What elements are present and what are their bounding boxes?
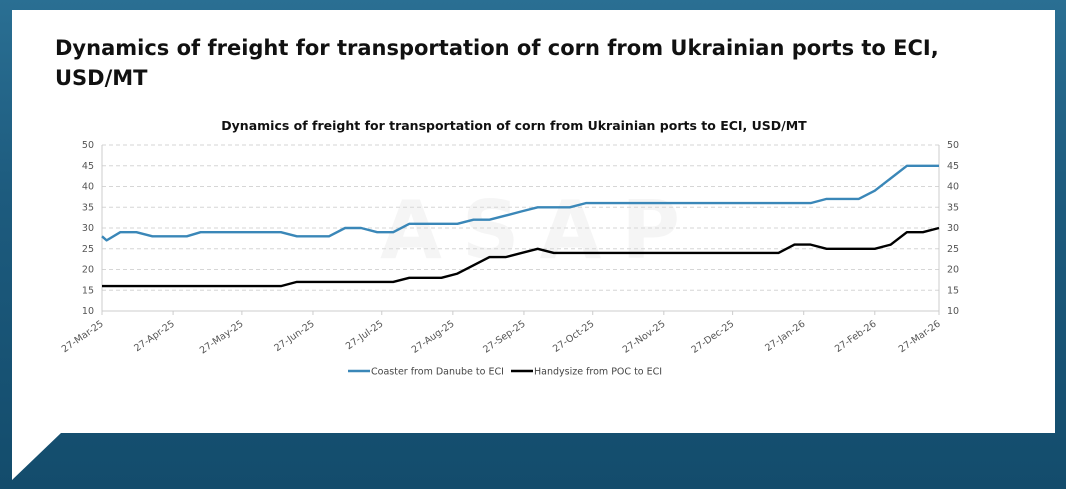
y-tick-label-right: 20 [947, 265, 959, 276]
x-tick-label: 27-Jun-25 [272, 318, 316, 354]
y-tick-label-right: 35 [947, 202, 959, 213]
y-tick-label-left: 35 [82, 202, 94, 213]
x-tick-label: 27-Mar-26 [897, 318, 943, 355]
y-tick-label-right: 45 [947, 161, 959, 172]
x-tick-label: 27-Dec-25 [690, 318, 737, 355]
y-tick-label-right: 10 [947, 306, 959, 317]
x-tick-label: 27-Sep-25 [481, 318, 527, 355]
y-tick-label-left: 45 [82, 161, 94, 172]
y-tick-label-left: 10 [82, 306, 94, 317]
y-tick-label-right: 40 [947, 182, 959, 193]
watermark-logo: ASAP [380, 184, 700, 277]
x-tick-label: 27-May-25 [198, 318, 246, 356]
x-tick-label: 27-Jan-26 [763, 318, 807, 354]
series-line-handysize [102, 226, 940, 288]
x-tick-label: 27-Jul-25 [344, 318, 386, 352]
y-tick-label-right: 30 [947, 223, 959, 234]
x-tick-label: 27-Apr-25 [132, 318, 177, 354]
series-line-coaster [101, 164, 939, 242]
chart-title: Dynamics of freight for transportation o… [221, 118, 807, 133]
page-title: Dynamics of freight for transportation o… [55, 36, 939, 90]
y-tick-label-left: 25 [82, 244, 94, 255]
x-tick-label: 27-Aug-25 [410, 318, 457, 355]
y-tick-label-left: 50 [82, 140, 94, 151]
y-tick-label-right: 50 [947, 140, 959, 151]
legend-label: Coaster from Danube to ECI [371, 367, 504, 378]
x-tick-label: 27-Feb-26 [833, 318, 879, 354]
y-tick-label-right: 15 [947, 285, 959, 296]
y-tick-label-left: 40 [82, 182, 94, 193]
content-card [12, 10, 1055, 480]
y-tick-label-left: 15 [82, 285, 94, 296]
y-tick-label-left: 20 [82, 265, 94, 276]
y-tick-label-left: 30 [82, 223, 94, 234]
x-tick-label: 27-Nov-25 [621, 318, 668, 355]
legend-label: Handysize from POC to ECI [534, 367, 662, 378]
y-tick-label-right: 25 [947, 244, 959, 255]
x-tick-label: 27-Mar-25 [60, 318, 106, 355]
x-tick-label: 27-Oct-25 [551, 318, 596, 354]
